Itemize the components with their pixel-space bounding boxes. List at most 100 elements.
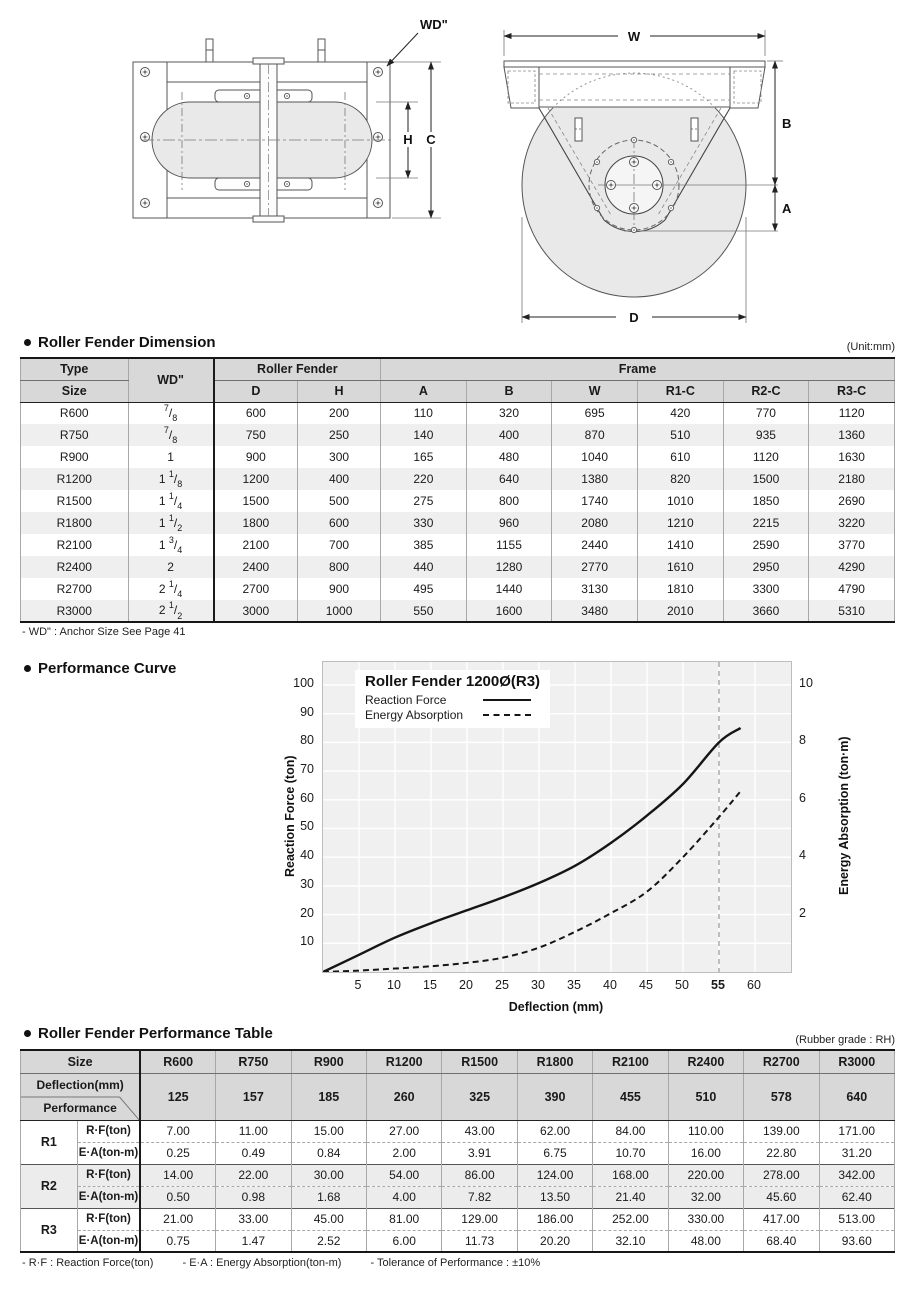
reaction-force-row-label: R·F(ton)	[77, 1119, 142, 1142]
reaction-force-value: 513.00	[819, 1207, 896, 1230]
reaction-force-value: 45.00	[291, 1207, 367, 1230]
chart-legend: Roller Fender 1200Ø(R3) Reaction Force E…	[355, 670, 551, 728]
dimension-value-cell: 3480	[551, 600, 638, 622]
dimension-value-cell: 1210	[637, 512, 724, 534]
energy-absorption-value: 10.70	[592, 1141, 669, 1164]
header-size: Size	[20, 380, 129, 403]
dimension-value-cell: 2010	[637, 600, 724, 622]
size-cell: R750	[20, 424, 129, 446]
dimension-value-cell: 1155	[466, 534, 553, 556]
dimension-value-cell: 110	[380, 402, 467, 424]
label-bg	[400, 132, 416, 147]
deflection-value-header: 260	[366, 1073, 443, 1121]
energy-absorption-value: 48.00	[668, 1229, 745, 1252]
energy-absorption-row-label: E·A(ton-m)	[76, 1229, 142, 1252]
deflection-value-header: 640	[819, 1073, 896, 1121]
grade-label: R1	[20, 1119, 78, 1164]
dimension-value-cell: 2590	[723, 534, 810, 556]
reaction-force-value: 171.00	[819, 1119, 896, 1142]
wd-cell: 1 3/4	[128, 534, 215, 556]
reaction-force-value: 30.00	[291, 1163, 367, 1186]
wd-cell: 2 1/2	[128, 600, 215, 622]
note-tolerance: - Tolerance of Performance : ±10%	[370, 1257, 541, 1269]
performance-table-row: R2 R·F(ton) 14.00 22.00 30.00 54.00 86.00 124.0…	[20, 1163, 896, 1208]
energy-absorption-value: 0.50	[140, 1185, 217, 1208]
dimension-value-cell: 510	[637, 424, 724, 446]
label-bg	[423, 132, 439, 147]
left-axis-tick: 10	[300, 934, 314, 949]
reaction-force-value: 186.00	[517, 1207, 594, 1230]
dim-label-c: C	[426, 132, 436, 147]
header-r2c: R2-C	[723, 380, 810, 403]
reaction-force-value: 14.00	[140, 1163, 217, 1186]
size-cell: R1200	[20, 468, 129, 490]
performance-table: Size R600 R750 R900 R1200 R1500 R1800 R2100 R24…	[20, 1049, 896, 1253]
dimension-table-row: R900 1 900 300 165 480 1040 610 1120 1630	[20, 446, 895, 468]
reaction-force-value: 81.00	[366, 1207, 443, 1230]
left-axis-tick: 80	[300, 733, 314, 748]
header-w: W	[551, 380, 638, 403]
dimension-value-cell: 500	[297, 490, 382, 512]
reaction-force-row-label: R·F(ton)	[77, 1207, 142, 1230]
dimension-value-cell: 800	[297, 556, 382, 578]
left-axis-tick: 70	[300, 762, 314, 777]
left-axis-tick: 90	[300, 704, 314, 719]
right-axis-tick: 10	[799, 675, 813, 690]
energy-absorption-value: 93.60	[819, 1229, 896, 1252]
right-axis-tick: 8	[799, 733, 806, 748]
dimension-value-cell: 1010	[637, 490, 724, 512]
dimension-value-cell: 4290	[808, 556, 895, 578]
dimension-value-cell: 2215	[723, 512, 810, 534]
reaction-force-value: 124.00	[517, 1163, 594, 1186]
solid-line-sample	[483, 698, 531, 701]
dimension-value-cell: 140	[380, 424, 467, 446]
dimension-value-cell: 1040	[551, 446, 638, 468]
dimension-value-cell: 330	[380, 512, 467, 534]
frame-slots	[574, 117, 699, 142]
dimension-table-row: R600 7/8 600 200 110 320 695 420 770 1120	[20, 402, 895, 424]
dimension-value-cell: 695	[551, 402, 638, 424]
legend-label-reaction: Reaction Force	[365, 692, 447, 707]
reaction-force-value: 15.00	[291, 1119, 367, 1142]
deflection-value-header: 157	[215, 1073, 292, 1121]
dimension-value-cell: 550	[380, 600, 467, 622]
energy-absorption-value: 0.84	[291, 1141, 367, 1164]
dimension-value-cell: 770	[723, 402, 810, 424]
reaction-force-value: 342.00	[819, 1163, 896, 1186]
dimension-table-row: R1800 1 1/2 1800 600 330 960 2080 1210 2215 3220	[20, 512, 895, 534]
energy-absorption-value: 2.52	[291, 1229, 367, 1252]
dimension-value-cell: 700	[297, 534, 382, 556]
dimension-value-cell: 480	[466, 446, 553, 468]
size-cell: R1800	[20, 512, 129, 534]
x-axis-tick: 25	[495, 978, 509, 992]
reaction-force-value: 33.00	[215, 1207, 292, 1230]
front-view-drawing: W B A D	[503, 29, 792, 325]
performance-curve-chart: Reaction Force (ton) Energy Absorption (…	[0, 655, 915, 1025]
right-axis-tick: 6	[799, 790, 806, 805]
fraction: 7/8	[163, 403, 178, 424]
left-axis-tick: 60	[300, 790, 314, 805]
legend-row-energy: Energy Absorption	[365, 707, 540, 722]
note-ea: - E·A : Energy Absorption(ton-m)	[182, 1257, 342, 1269]
dimension-lines	[386, 32, 434, 219]
dimension-value-cell: 1810	[637, 578, 724, 600]
size-column-header: R2700	[743, 1050, 820, 1074]
fraction: 1/8	[168, 468, 183, 490]
energy-absorption-value: 0.98	[215, 1185, 292, 1208]
dimension-value-cell: 1380	[551, 468, 638, 490]
header-h: H	[297, 380, 382, 403]
header-a: A	[380, 380, 467, 403]
dimension-value-cell: 4790	[808, 578, 895, 600]
dimension-value-cell: 2400	[213, 556, 299, 578]
dimension-value-cell: 3220	[808, 512, 895, 534]
dimension-value-cell: 1740	[551, 490, 638, 512]
dimension-value-cell: 420	[637, 402, 724, 424]
fraction: 1/2	[168, 512, 183, 534]
left-axis-tick: 100	[293, 675, 314, 690]
header-frame: Frame	[380, 358, 895, 381]
series-dashed	[323, 790, 742, 972]
header-r3c: R3-C	[808, 380, 895, 403]
curve-section-title: Performance Curve	[24, 660, 176, 677]
dimension-value-cell: 1360	[808, 424, 895, 446]
dimension-value-cell: 870	[551, 424, 638, 446]
